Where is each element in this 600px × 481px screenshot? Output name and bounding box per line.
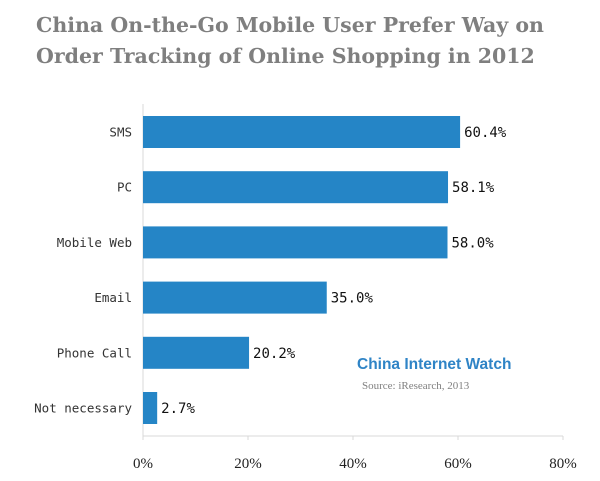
value-label-0: 60.4% (464, 125, 507, 141)
bar-2 (143, 226, 448, 259)
bar-3 (143, 281, 327, 314)
bar-1 (143, 171, 449, 204)
x-tick-label-1: 20% (234, 456, 262, 472)
category-label-2: Mobile Web (57, 235, 132, 250)
chart-title: China On-the-Go Mobile User Prefer Way o… (36, 10, 596, 72)
x-tick-label-3: 60% (444, 456, 472, 472)
bar-0 (143, 116, 461, 148)
bar-4 (143, 336, 250, 369)
value-label-2: 58.0% (452, 235, 495, 251)
x-tick-label-0: 0% (133, 456, 153, 472)
brand-watermark: China Internet Watch (357, 356, 512, 373)
category-label-1: PC (117, 180, 132, 195)
category-label-3: Email (94, 290, 132, 305)
x-tick-label-4: 80% (549, 456, 577, 472)
category-label-0: SMS (109, 125, 132, 140)
value-label-3: 35.0% (331, 291, 374, 307)
chart-title-line-1: China On-the-Go Mobile User Prefer Way o… (36, 13, 544, 37)
category-label-5: Not necessary (34, 401, 132, 416)
source-note: Source: iResearch, 2013 (362, 380, 470, 392)
x-tick-label-2: 40% (339, 456, 367, 472)
category-label-4: Phone Call (57, 345, 132, 360)
value-label-5: 2.7% (161, 401, 195, 417)
value-label-4: 20.2% (253, 346, 296, 362)
value-label-1: 58.1% (452, 180, 495, 196)
chart-title-line-2: Order Tracking of Online Shopping in 201… (36, 44, 535, 68)
bar-5 (143, 392, 158, 424)
